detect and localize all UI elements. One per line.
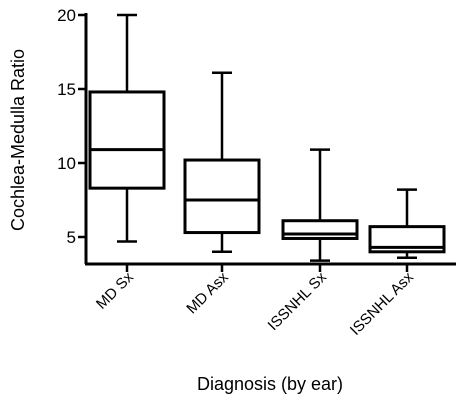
y-axis-title: Cochlea-Medulla Ratio	[8, 49, 28, 231]
x-tick-label-md-asx: MD Asx	[183, 268, 232, 317]
y-tick-label-10: 10	[57, 154, 76, 173]
box-issnhl-sx	[281, 219, 359, 240]
x-axis-title: Diagnosis (by ear)	[197, 374, 343, 394]
x-tick-label-issnhl-asx: ISSNHL Asx	[347, 268, 417, 338]
x-tick-label-issnhl-sx: ISSNHL Sx	[265, 268, 331, 334]
y-tick-label-5: 5	[67, 228, 76, 247]
y-tick-label-15: 15	[57, 80, 76, 99]
plot-area: 5 10 15 20 MD Sx MD Asx ISSNHL Sx ISSNHL Asx	[57, 6, 456, 339]
x-tick-label-md-sx: MD Sx	[93, 268, 137, 312]
box-md-sx	[88, 90, 166, 190]
box-md-asx	[183, 158, 261, 235]
y-tick-label-20: 20	[57, 6, 76, 25]
